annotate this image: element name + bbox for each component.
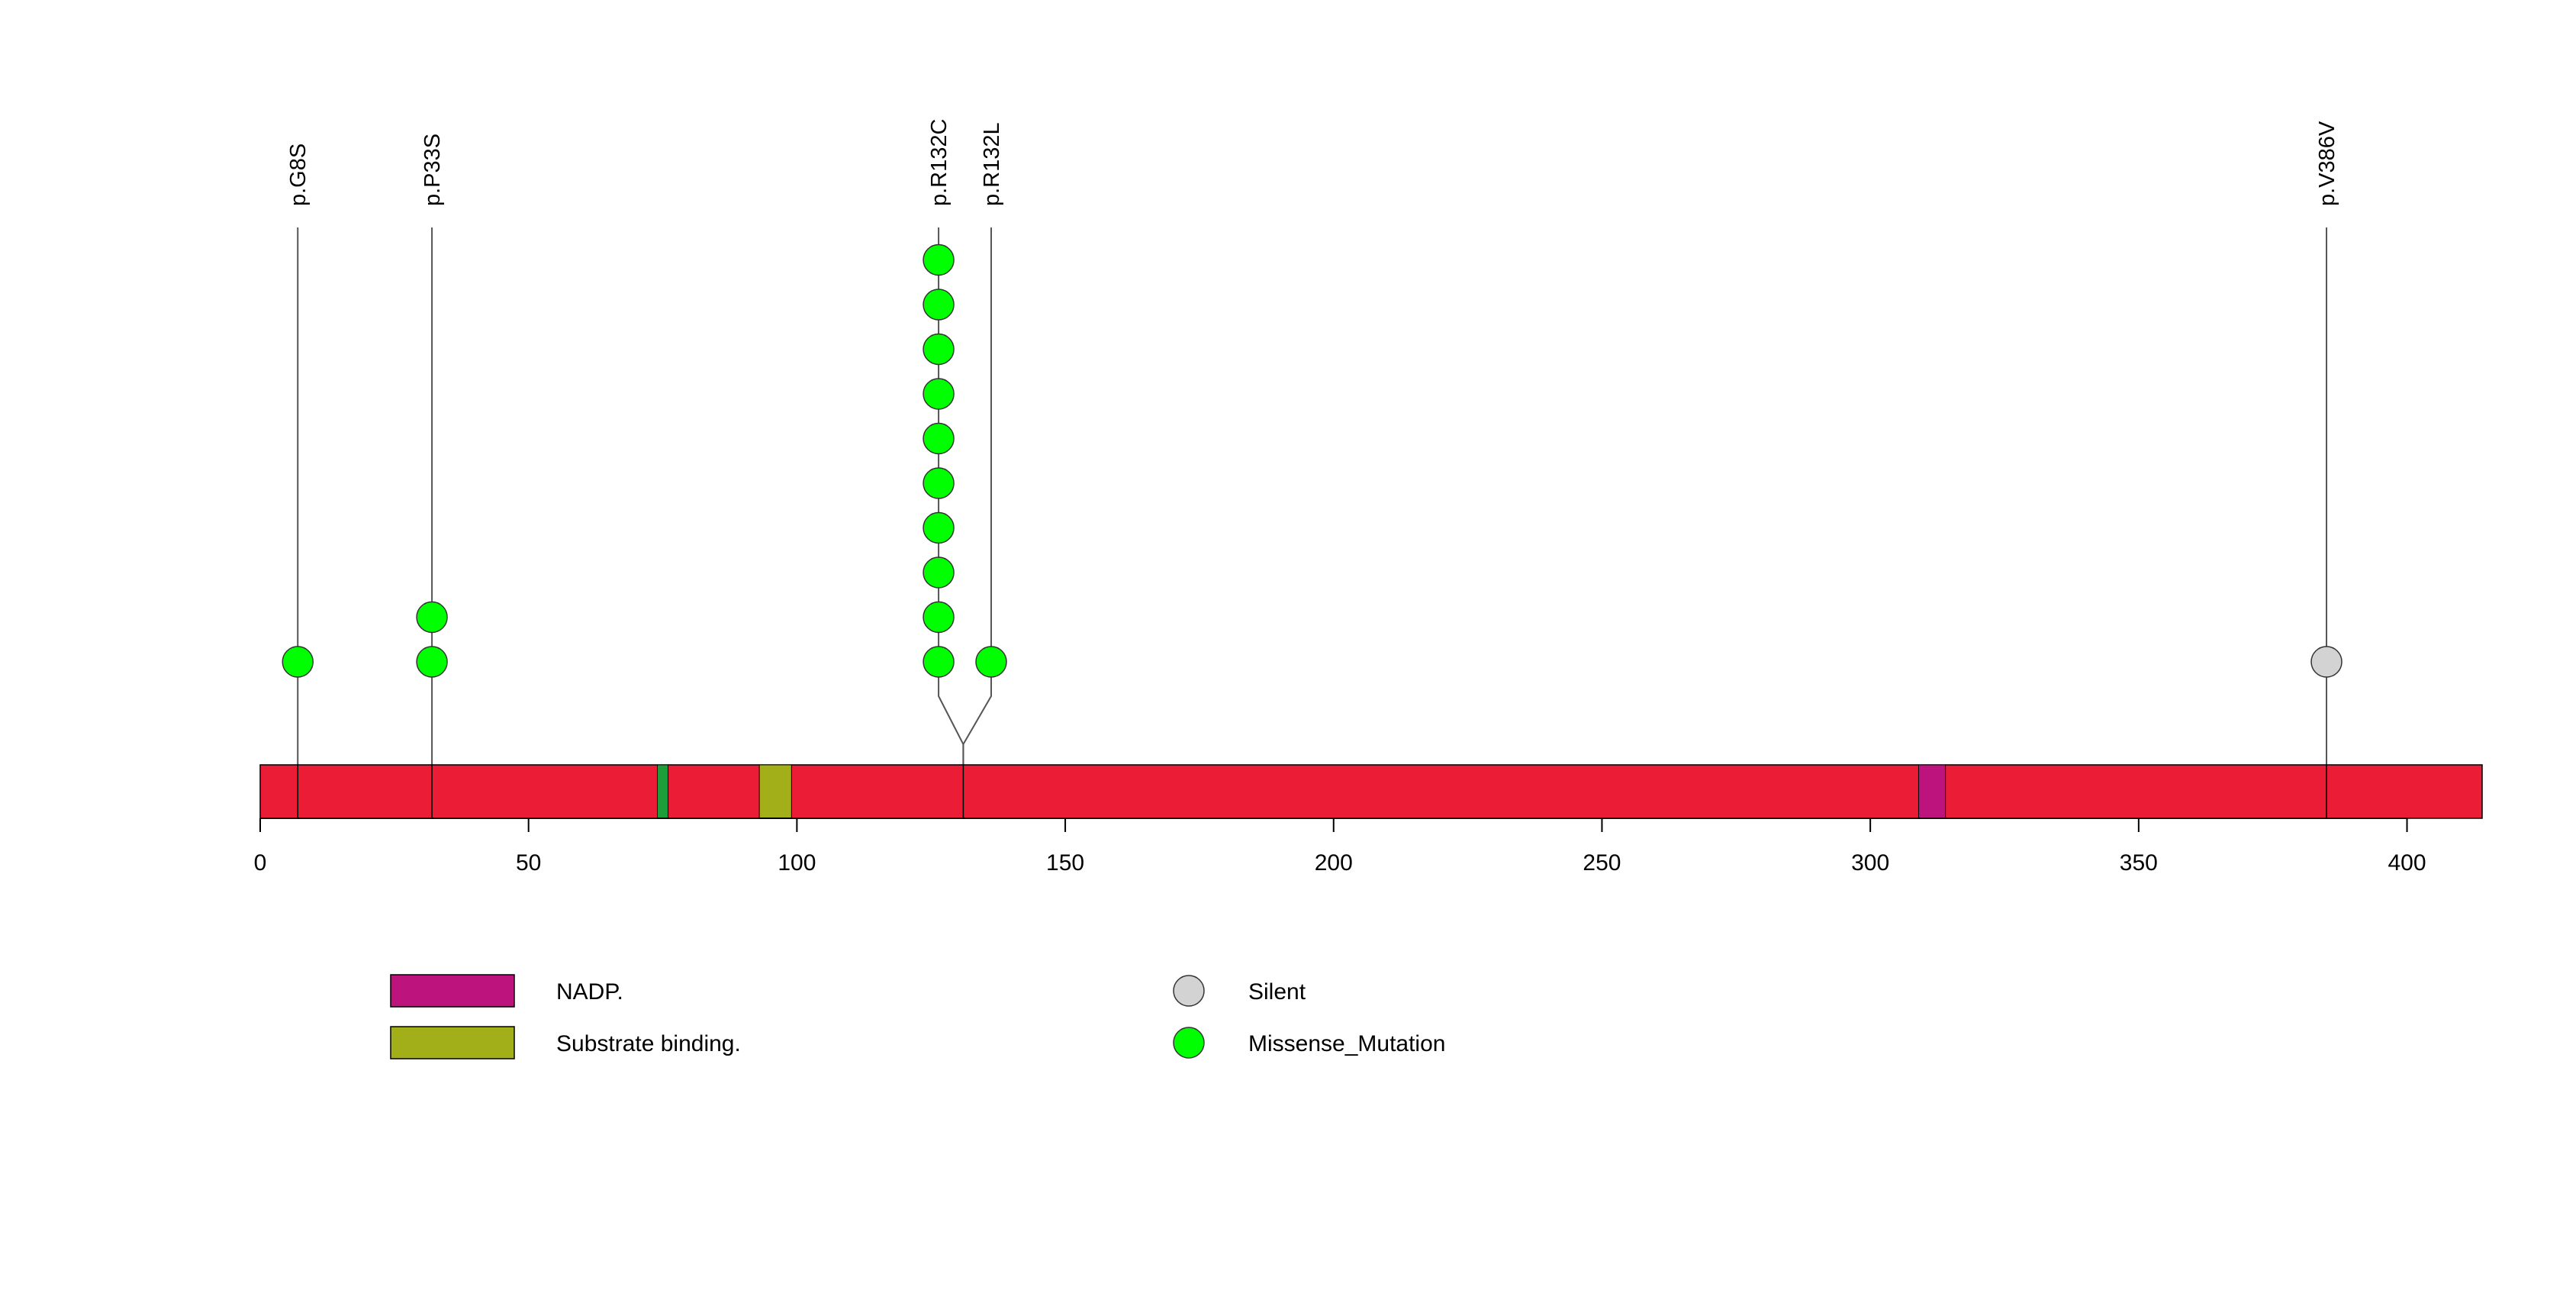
mutation-dot-p-r132c[interactable] [923, 289, 955, 321]
mutation-dot-p-r132c[interactable] [923, 646, 955, 678]
x-tick-label: 300 [1851, 850, 1889, 876]
mutation-label-p-v386v: p.V386V [2315, 121, 2339, 206]
legend-dot-silent [1173, 975, 1205, 1007]
x-tick-label: 50 [516, 850, 541, 876]
x-tick-label: 250 [1583, 850, 1621, 876]
protein-backbone-group [259, 764, 2483, 819]
legend: NADP. Substrate binding. Silent Missense_Mu… [390, 974, 1445, 1059]
legend-label-nadp: NADP. [556, 979, 623, 1005]
protein-backbone [259, 764, 2483, 819]
mutation-stem-p-r132l [962, 227, 993, 818]
mutation-dot-p-r132c[interactable] [923, 378, 955, 410]
legend-label-missense: Missense_Mutation [1248, 1031, 1445, 1056]
domain-small-domain[interactable] [657, 764, 669, 819]
mutation-label-p-r132c: p.R132C [927, 119, 952, 206]
mutation-dot-p-r132c[interactable] [923, 467, 955, 499]
x-tick-label: 400 [2388, 850, 2426, 876]
legend-dot-missense [1173, 1027, 1205, 1059]
mutation-labels: p.G8S p.P33S p.R132C p.R132L p.V386V [286, 119, 2339, 206]
x-tick-label: 200 [1315, 850, 1353, 876]
legend-label-silent: Silent [1248, 979, 1306, 1005]
mutation-dot-p-r132c[interactable] [923, 511, 955, 544]
domain-substrate-binding[interactable] [758, 764, 792, 819]
domain-nadp[interactable] [1918, 764, 1946, 819]
mutation-dots [282, 243, 2343, 678]
mutation-dot-p-r132c[interactable] [923, 333, 955, 366]
legend-label-substrate-binding: Substrate binding. [556, 1031, 741, 1056]
legend-swatch-nadp [390, 974, 515, 1008]
x-tick-label: 150 [1046, 850, 1084, 876]
mutation-dot-p-r132c[interactable] [923, 556, 955, 589]
mutation-dot-p-r132l[interactable] [975, 646, 1007, 678]
x-tick-label: 350 [2120, 850, 2158, 876]
x-axis: 0 50 100 150 200 250 300 350 400 [254, 818, 2426, 876]
mutation-dot-p-p33s[interactable] [416, 646, 448, 678]
mutation-dot-p-r132c[interactable] [923, 422, 955, 455]
mutation-dot-p-p33s[interactable] [416, 601, 448, 634]
mutation-label-p-p33s: p.P33S [420, 134, 445, 206]
legend-swatch-substrate-binding [390, 1026, 515, 1059]
x-tick-label: 0 [254, 850, 267, 876]
mutation-dot-p-r132c[interactable] [923, 243, 955, 276]
x-tick-label: 100 [778, 850, 816, 876]
mutation-dot-p-v386v[interactable] [2310, 646, 2343, 678]
mutation-stems [297, 227, 2328, 818]
mutation-dot-p-g8s[interactable] [282, 646, 314, 678]
mutation-label-p-g8s: p.G8S [286, 144, 311, 206]
mutation-dot-p-r132c[interactable] [923, 601, 955, 634]
mutation-label-p-r132l: p.R132L [980, 122, 1004, 206]
